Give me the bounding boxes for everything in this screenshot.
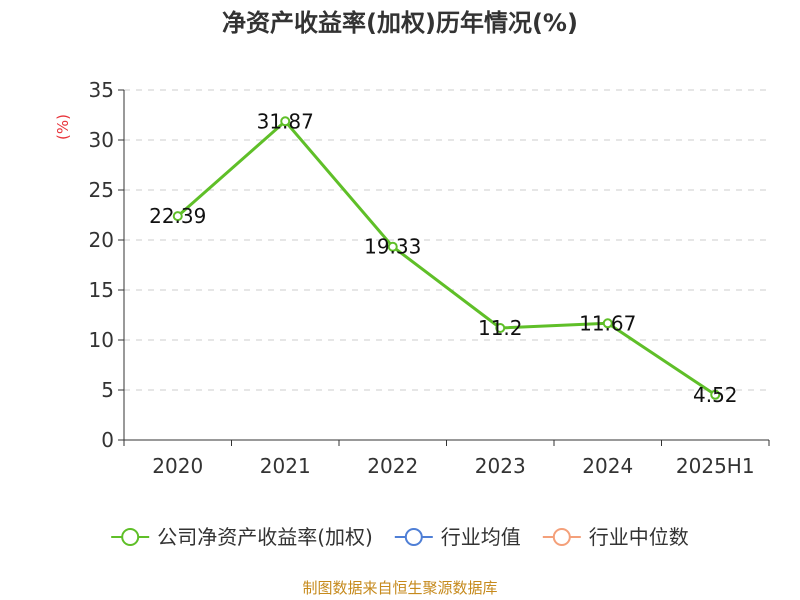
y-tick-label: 0 (101, 428, 114, 452)
series-line (176, 119, 717, 397)
y-tick-label: 10 (89, 328, 114, 352)
data-point[interactable] (495, 323, 506, 333)
data-label: 11.2 (478, 316, 523, 340)
y-tick-label: 15 (89, 278, 114, 302)
source-note: 制图数据来自恒生聚源数据库 (302, 579, 497, 597)
legend[interactable]: 公司净资产收益率(加权) 行业均值 行业中位数 (111, 525, 689, 549)
y-tick-label: 30 (89, 128, 114, 152)
x-tick-label: 2020 (152, 454, 203, 478)
data-point[interactable] (602, 318, 613, 329)
data-labels: 22.39 31.87 19.33 11.2 11.67 4.52 (149, 109, 738, 407)
gridlines (124, 89, 769, 391)
legend-label: 公司净资产收益率(加权) (157, 525, 373, 549)
data-point[interactable] (387, 241, 398, 252)
data-point[interactable] (280, 116, 291, 127)
data-point[interactable] (172, 211, 183, 222)
x-tick-label: 2021 (260, 454, 311, 478)
data-label: 31.87 (257, 109, 314, 133)
x-tick-label: 2022 (367, 454, 418, 478)
x-tick-label: 2024 (582, 454, 633, 478)
legend-marker-icon (552, 528, 571, 546)
y-axis-unit: (%) (54, 114, 72, 140)
legend-marker-icon (404, 528, 423, 546)
y-tick-label: 5 (101, 378, 114, 402)
x-tick-label: 2025H1 (676, 454, 755, 478)
legend-label: 行业均值 (441, 525, 521, 549)
y-tick-label: 25 (89, 178, 114, 202)
data-label: 22.39 (149, 204, 206, 228)
data-label: 4.52 (693, 383, 738, 407)
data-point[interactable] (710, 389, 721, 400)
data-label: 19.33 (364, 235, 421, 259)
chart-title: 净资产收益率(加权)历年情况(%) (222, 9, 578, 37)
legend-item[interactable]: 公司净资产收益率(加权) (111, 525, 373, 549)
data-label: 11.67 (579, 311, 636, 335)
legend-label: 行业中位数 (589, 525, 689, 549)
legend-item[interactable]: 行业中位数 (542, 525, 689, 549)
axes: 0 5 10 15 20 25 30 35 2020 2021 2022 2023 2024 2025H1 (89, 78, 770, 478)
x-tick-label: 2023 (475, 454, 526, 478)
series-lines (172, 116, 721, 400)
legend-item[interactable]: 行业均值 (394, 525, 521, 549)
y-tick-label: 35 (89, 78, 114, 102)
legend-marker-icon (121, 528, 140, 546)
y-tick-label: 20 (89, 228, 114, 252)
